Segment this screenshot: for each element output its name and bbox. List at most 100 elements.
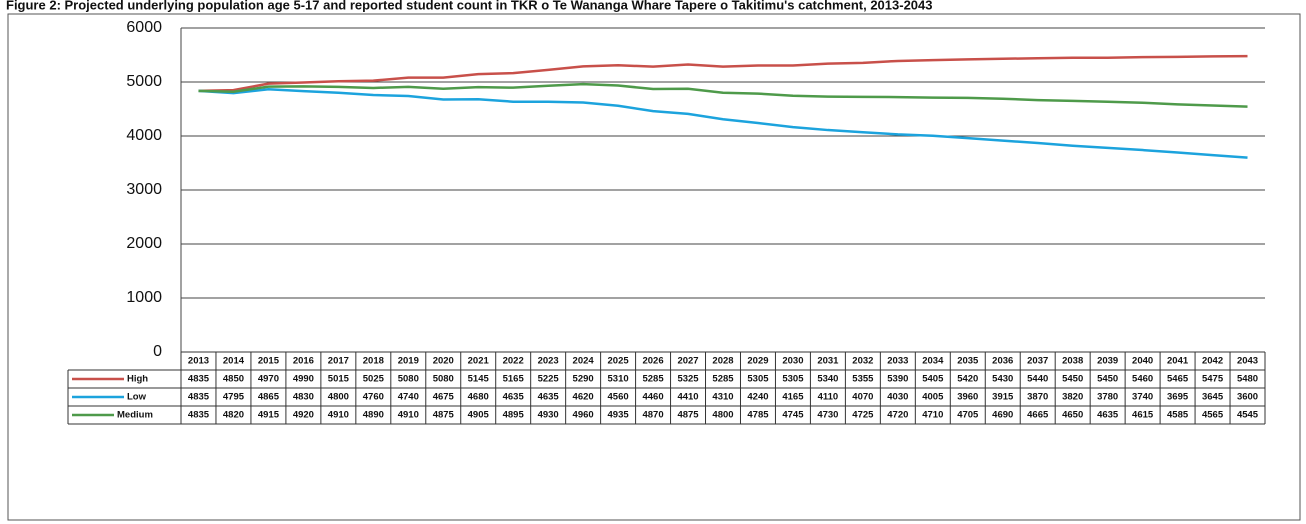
table-value: 4635 xyxy=(503,392,525,403)
x-tick-label: 2036 xyxy=(992,356,1013,367)
table-value: 4165 xyxy=(782,392,804,403)
table-value: 4070 xyxy=(852,392,873,403)
table-value: 4990 xyxy=(293,374,314,385)
table-value: 5390 xyxy=(887,374,908,385)
x-tick-label: 2022 xyxy=(503,356,524,367)
x-tick-label: 2029 xyxy=(747,356,768,367)
table-value: 3820 xyxy=(1062,392,1083,403)
table-value: 4960 xyxy=(573,410,594,421)
table-value: 4240 xyxy=(747,392,768,403)
table-value: 3645 xyxy=(1202,392,1224,403)
table-value: 4620 xyxy=(573,392,594,403)
table-value: 4910 xyxy=(328,410,349,421)
y-tick-label: 3000 xyxy=(126,181,162,198)
y-tick-label: 0 xyxy=(153,343,162,360)
x-tick-label: 2016 xyxy=(293,356,314,367)
table-value: 4795 xyxy=(223,392,245,403)
table-value: 3740 xyxy=(1132,392,1153,403)
table-value: 3600 xyxy=(1237,392,1258,403)
table-value: 4460 xyxy=(642,392,663,403)
table-value: 4565 xyxy=(1202,410,1224,421)
table-value: 5465 xyxy=(1167,374,1189,385)
legend-label: Low xyxy=(127,392,147,403)
table-value: 4835 xyxy=(188,392,210,403)
x-tick-label: 2035 xyxy=(957,356,979,367)
table-value: 4835 xyxy=(188,410,210,421)
table-value: 4930 xyxy=(538,410,559,421)
x-tick-label: 2042 xyxy=(1202,356,1223,367)
table-value: 5290 xyxy=(573,374,594,385)
table-value: 4615 xyxy=(1132,410,1154,421)
table-value: 4830 xyxy=(293,392,314,403)
x-tick-label: 2019 xyxy=(398,356,419,367)
table-value: 4875 xyxy=(677,410,699,421)
table-value: 4835 xyxy=(188,374,210,385)
table-value: 3915 xyxy=(992,392,1014,403)
y-tick-label: 1000 xyxy=(126,289,162,306)
series-line xyxy=(198,54,1248,93)
x-tick-label: 2030 xyxy=(782,356,803,367)
table-value: 4410 xyxy=(677,392,698,403)
table-value: 4875 xyxy=(433,410,455,421)
table-value: 5355 xyxy=(852,374,874,385)
table-value: 4725 xyxy=(852,410,874,421)
y-tick-label: 5000 xyxy=(126,73,162,90)
x-tick-label: 2032 xyxy=(852,356,873,367)
table-value: 5310 xyxy=(608,374,629,385)
series-line xyxy=(198,88,1248,159)
table-value: 4030 xyxy=(887,392,908,403)
table-value: 4890 xyxy=(363,410,384,421)
table-value: 5080 xyxy=(433,374,454,385)
table-value: 4935 xyxy=(608,410,630,421)
table-value: 4820 xyxy=(223,410,244,421)
table-value: 4545 xyxy=(1237,410,1259,421)
table-value: 5305 xyxy=(747,374,769,385)
y-tick-label: 4000 xyxy=(126,127,162,144)
x-tick-label: 2041 xyxy=(1167,356,1189,367)
x-tick-label: 2043 xyxy=(1237,356,1258,367)
table-value: 5420 xyxy=(957,374,978,385)
table-value: 4745 xyxy=(782,410,804,421)
table-value: 5480 xyxy=(1237,374,1258,385)
table-value: 5145 xyxy=(468,374,490,385)
x-tick-label: 2015 xyxy=(258,356,280,367)
table-value: 5225 xyxy=(538,374,560,385)
table-value: 4760 xyxy=(363,392,384,403)
table-value: 4635 xyxy=(538,392,560,403)
table-value: 5405 xyxy=(922,374,944,385)
table-value: 5015 xyxy=(328,374,350,385)
table-value: 4910 xyxy=(398,410,419,421)
table-value: 4800 xyxy=(712,410,733,421)
table-value: 4310 xyxy=(712,392,733,403)
table-value: 4905 xyxy=(468,410,490,421)
table-value: 4560 xyxy=(608,392,629,403)
series-line xyxy=(198,82,1248,108)
table-value: 5025 xyxy=(363,374,385,385)
table-value: 4970 xyxy=(258,374,279,385)
table-value: 4920 xyxy=(293,410,314,421)
table-value: 5340 xyxy=(817,374,838,385)
table-value: 4110 xyxy=(818,392,839,403)
table-value: 4665 xyxy=(1027,410,1049,421)
frame xyxy=(7,13,1301,521)
table-value: 5475 xyxy=(1202,374,1224,385)
x-tick-label: 2017 xyxy=(328,356,349,367)
x-tick-label: 2027 xyxy=(677,356,698,367)
table-value: 5460 xyxy=(1132,374,1153,385)
table-value: 5165 xyxy=(503,374,525,385)
chart-title: Figure 2: Projected underlying populatio… xyxy=(6,0,933,12)
table-value: 5440 xyxy=(1027,374,1048,385)
table-value: 3960 xyxy=(957,392,978,403)
legend-label: Medium xyxy=(117,410,153,421)
table-value: 4870 xyxy=(642,410,663,421)
x-tick-label: 2026 xyxy=(642,356,663,367)
table-value: 4635 xyxy=(1097,410,1119,421)
table-value: 5450 xyxy=(1097,374,1118,385)
table-value: 3870 xyxy=(1027,392,1048,403)
x-tick-label: 2034 xyxy=(922,356,944,367)
table-value: 5285 xyxy=(712,374,734,385)
x-tick-label: 2037 xyxy=(1027,356,1048,367)
table-value: 4650 xyxy=(1062,410,1083,421)
